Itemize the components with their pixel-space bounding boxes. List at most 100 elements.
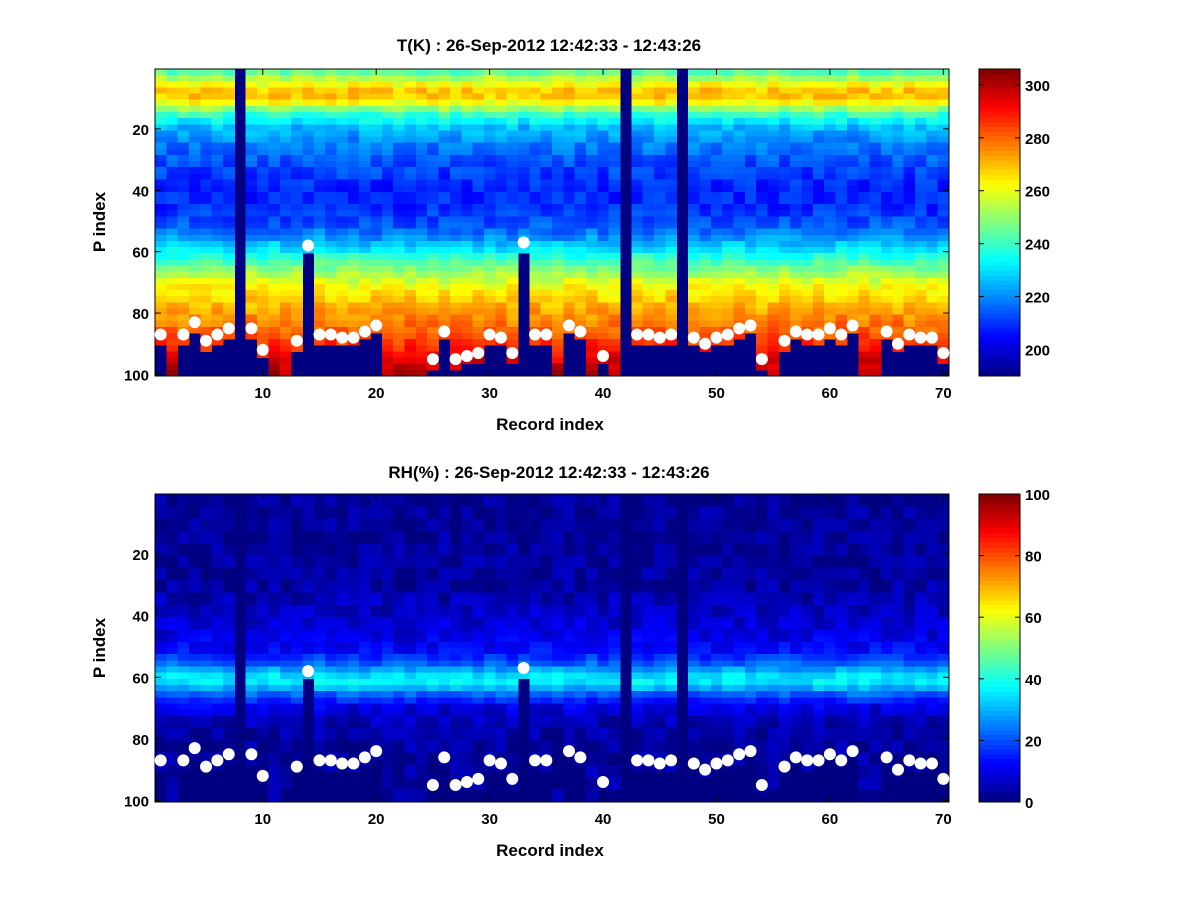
colorbar-segment [979,131,1020,137]
surface-marker [211,328,224,341]
colorbar-segment [979,69,1020,75]
colorbar-segment [979,580,1020,586]
surface-marker [256,343,269,356]
surface-marker [597,350,610,363]
colorbar-segment [979,222,1020,228]
temperature-y-ticks: 20 40 60 80 100 [124,122,949,384]
x-tick-label: 10 [254,385,271,402]
colorbar-segment [979,571,1020,577]
surface-marker [846,745,859,758]
surface-marker [642,328,655,341]
colorbar-segment [979,734,1020,740]
colorbar-segment [979,140,1020,147]
colorbar-segment [979,619,1020,625]
surface-marker [744,319,757,332]
surface-marker [653,331,666,344]
surface-marker [313,328,326,341]
colorbar-segment [979,342,1020,348]
colorbar-segment [979,739,1020,745]
colorbar-segment [979,366,1020,372]
colorbar-segment [979,217,1020,223]
colorbar-segment [979,284,1020,291]
colorbar-segment [979,710,1020,716]
colorbar-segment [979,758,1020,764]
colorbar-segment [979,782,1020,789]
x-tick-label: 60 [822,811,839,828]
surface-marker [460,350,473,363]
colorbar-segment [979,686,1020,692]
surface-marker [914,331,927,344]
surface-marker [789,751,802,764]
surface-marker [177,754,190,767]
surface-marker [846,319,859,332]
colorbar-segment [979,332,1020,339]
surface-marker [687,331,700,344]
colorbar-segment [979,546,1020,553]
colorbar-segment [979,773,1020,779]
colorbar-segment [979,193,1020,200]
x-tick-label: 30 [481,385,498,402]
colorbar-segment [979,313,1020,319]
colorbar-segment [979,136,1020,142]
surface-marker [426,353,439,366]
surface-marker [483,328,496,341]
surface-marker [358,325,371,338]
surface-marker [642,754,655,767]
surface-marker [528,328,541,341]
colorbar-segment [979,164,1020,171]
colorbar-segment [979,787,1020,793]
colorbar-segment [979,652,1020,659]
surface-marker [506,346,519,359]
surface-marker [302,239,315,252]
y-tick-label: 100 [124,793,149,810]
x-tick-label: 10 [254,811,271,828]
colorbar-tick-label: 280 [1025,131,1050,148]
surface-marker [755,353,768,366]
colorbar-tick-label: 220 [1025,290,1050,307]
colorbar-segment [979,561,1020,567]
colorbar-segment [979,212,1020,219]
temperature-markers [154,236,950,366]
surface-marker [222,748,235,761]
surface-marker [801,754,814,767]
colorbar-segment [979,337,1020,343]
surface-marker [891,763,904,776]
colorbar-segment [979,184,1020,190]
surface-marker [324,328,337,341]
colorbar-segment [979,265,1020,271]
surface-marker [540,754,553,767]
x-tick-label: 50 [708,811,725,828]
colorbar-segment [979,174,1020,180]
surface-marker [472,346,485,359]
surface-marker [154,754,167,767]
colorbar-tick-label: 200 [1025,343,1050,360]
colorbar-segment [979,116,1020,123]
colorbar-segment [979,638,1020,644]
surface-marker [721,328,734,341]
colorbar-segment [979,83,1020,89]
colorbar-segment [979,691,1020,697]
surface-marker [914,757,927,770]
colorbar-segment [979,749,1020,755]
colorbar-segment [979,73,1020,80]
surface-marker [358,751,371,764]
colorbar-segment [979,280,1020,286]
surface-marker [449,353,462,366]
colorbar-segment [979,575,1020,582]
surface-marker [823,748,836,761]
colorbar-tick-label: 80 [1025,549,1042,566]
colorbar-segment [979,188,1020,195]
surface-marker [937,772,950,785]
surface-marker [891,337,904,350]
surface-marker [812,328,825,341]
surface-marker [438,751,451,764]
temperature-x-ticks: 10 20 30 40 50 60 70 [254,69,952,402]
surface-marker [699,763,712,776]
surface-marker [336,757,349,770]
surface-marker [801,328,814,341]
temperature-x-axis-label: Record index [496,415,604,434]
colorbar-segment [979,696,1020,702]
surface-marker [880,751,893,764]
colorbar-segment [979,700,1020,707]
colorbar-segment [979,361,1020,367]
